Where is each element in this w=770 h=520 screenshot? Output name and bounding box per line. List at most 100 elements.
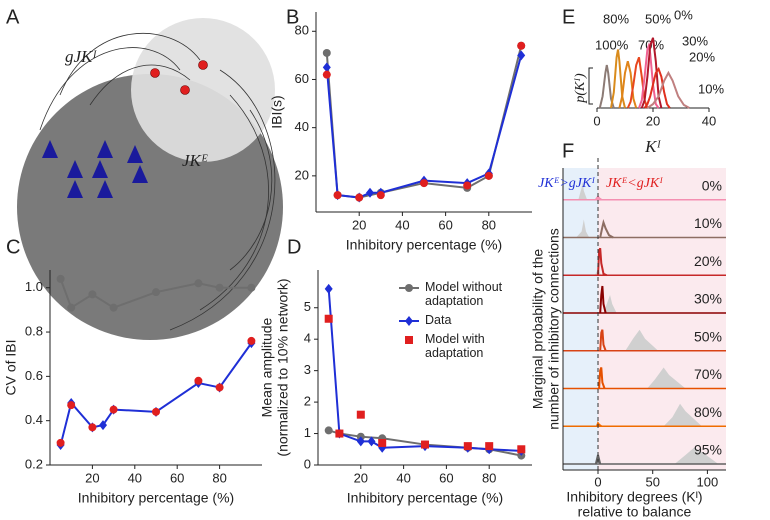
reference-density — [663, 403, 702, 427]
marker — [152, 288, 160, 297]
marker — [215, 283, 224, 292]
y-tick-label: 1 — [304, 425, 311, 440]
y-tick-label: 1.0 — [25, 279, 43, 294]
marker — [420, 179, 428, 188]
marker — [421, 440, 429, 449]
y-tick-label: 80 — [295, 23, 309, 38]
excitatory-neurons — [42, 140, 148, 198]
y-tick-label: 0.8 — [25, 323, 43, 338]
y-axis-label: IBI(s) — [269, 95, 285, 128]
marker — [56, 438, 65, 447]
x-axis-label: Inhibitory degrees (Kᴵ) — [566, 489, 702, 505]
marker — [335, 429, 344, 438]
row-label: 80% — [694, 404, 722, 420]
panel-letter: B — [286, 6, 299, 28]
marker — [355, 193, 364, 202]
inhibitory-population — [131, 18, 275, 162]
row-curve — [598, 367, 606, 389]
curve-label: 0% — [674, 7, 693, 22]
x-axis-label: Inhibitory percentage (%) — [346, 237, 502, 253]
marker — [463, 442, 472, 451]
y-tick-label: 0.2 — [25, 456, 43, 471]
marker — [463, 181, 472, 190]
marker — [324, 283, 333, 294]
panel-letter: C — [6, 236, 20, 258]
legend-swatch — [399, 316, 419, 326]
panel-letter: F — [562, 140, 574, 162]
series-line — [59, 342, 253, 446]
legend-swatch — [399, 284, 419, 292]
x-axis-label: relative to balance — [578, 504, 692, 520]
marker — [109, 303, 118, 312]
row-curve — [599, 219, 614, 239]
marker — [152, 407, 160, 416]
inhibitory-neurons — [150, 60, 208, 95]
x-tick-label: 80 — [212, 470, 226, 485]
marker — [194, 279, 203, 288]
marker — [367, 436, 376, 447]
annotation: JKᴱ<gJKᴵ — [606, 176, 663, 191]
scale-bar — [588, 67, 593, 105]
density-curve — [646, 70, 690, 109]
row-curve — [595, 195, 602, 201]
x-tick-label: 60 — [170, 470, 184, 485]
row-label: 95% — [694, 442, 722, 458]
marker — [485, 442, 494, 451]
marker — [517, 41, 526, 50]
row-curve — [599, 285, 607, 314]
y-tick-label: 5 — [304, 299, 311, 314]
panel-letter: D — [287, 236, 301, 258]
x-tick-label: 60 — [439, 470, 453, 485]
marker — [67, 401, 76, 410]
x-tick-label: 40 — [128, 470, 142, 485]
curve-label: 80% — [603, 11, 629, 26]
reference-density — [647, 367, 686, 389]
marker — [194, 376, 203, 385]
y-axis-label: Mean amplitude — [259, 317, 275, 417]
row-label: 10% — [694, 215, 722, 231]
connection-label: JKᴱ — [182, 151, 208, 170]
row-curve — [595, 421, 602, 428]
density-curve — [618, 60, 638, 109]
x-axis-label: Inhibitory percentage (%) — [347, 490, 503, 506]
x-tick-label: 80 — [482, 470, 496, 485]
x-tick-label: 80 — [482, 217, 496, 232]
panel-letter: E — [562, 6, 575, 28]
row-label: 30% — [694, 291, 722, 307]
marker — [324, 426, 333, 435]
marker — [322, 62, 331, 73]
reference-density — [625, 329, 659, 351]
y-tick-label: 2 — [304, 394, 311, 409]
reference-density — [674, 447, 719, 464]
marker — [484, 171, 493, 180]
x-tick-label: 0 — [594, 474, 601, 489]
reference-density — [603, 295, 617, 313]
marker — [356, 436, 365, 447]
x-tick-label: 20 — [85, 470, 99, 485]
y-axis-label: p(Kᴵ) — [573, 73, 588, 104]
marker — [88, 423, 97, 432]
legend-label: Data — [425, 313, 452, 327]
x-axis-label: Inhibitory percentage (%) — [78, 490, 234, 506]
row-curve — [597, 247, 608, 277]
y-tick-label: 20 — [295, 167, 309, 182]
row-label: 70% — [694, 366, 722, 382]
density-curve — [643, 66, 671, 109]
row-label: 0% — [702, 177, 722, 193]
marker — [405, 336, 413, 344]
y-axis-label: CV of IBI — [3, 339, 19, 395]
right-region — [598, 168, 726, 470]
marker — [56, 274, 65, 283]
x-tick-label: 0 — [593, 113, 600, 128]
legend-label: Model with adaptation — [425, 332, 485, 360]
y-tick-label: 40 — [295, 119, 309, 134]
marker — [99, 420, 107, 431]
panel-letter: A — [6, 6, 20, 28]
marker — [517, 445, 526, 454]
y-tick-label: 0.4 — [25, 412, 43, 427]
legend: Model without adaptation Data Model with a… — [398, 280, 538, 365]
x-tick-label: 20 — [646, 113, 660, 128]
connection-label: gJKᴵ — [65, 47, 97, 66]
